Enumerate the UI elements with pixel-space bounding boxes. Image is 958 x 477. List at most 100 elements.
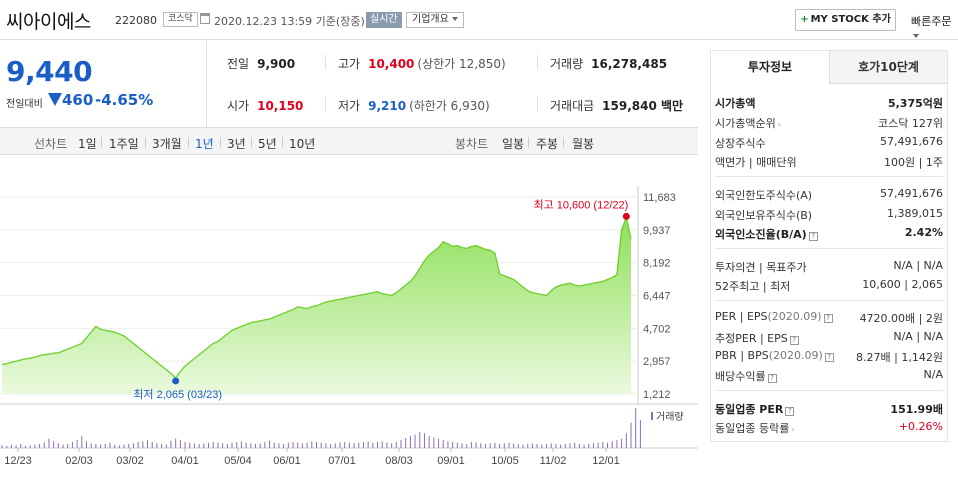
volume-bar <box>611 441 613 448</box>
volume-bar <box>76 440 78 448</box>
volume-bar <box>306 442 308 448</box>
volume-bar <box>433 437 435 448</box>
tab-daily[interactable]: 일봉 <box>502 137 525 151</box>
volume-bar <box>569 443 571 448</box>
min-label: 최저 2,065 (03/23) <box>133 388 222 401</box>
chevron-down-icon <box>451 17 458 21</box>
volume-bar <box>325 443 327 448</box>
tab-5y[interactable]: 5년 <box>258 137 277 151</box>
stock-header: 씨아이에스 222080 코스닥 2020.12.23 13:59 기준(장중)… <box>0 0 958 40</box>
volume-bar <box>15 445 17 448</box>
tab-3m[interactable]: 3개월 <box>152 137 182 151</box>
volume-bar <box>475 442 477 448</box>
volume-bar <box>550 443 552 448</box>
row-industry-rate[interactable]: 동일업종 등락률 › +0.26% <box>715 418 943 436</box>
x-tick-label: 06/01 <box>273 455 301 467</box>
help-icon[interactable]: ? <box>789 336 799 345</box>
tab-investment-info[interactable]: 투자정보 <box>711 51 830 84</box>
divider <box>537 97 538 111</box>
volume-bar <box>555 444 557 448</box>
volume-bar <box>541 444 543 448</box>
tab-3y[interactable]: 3년 <box>227 137 246 151</box>
volume-bar <box>588 444 590 448</box>
value: 2원 <box>925 312 943 325</box>
y-tick-label: 11,683 <box>643 192 676 204</box>
volume-bar <box>419 432 421 448</box>
volume-bar <box>625 433 627 448</box>
tab-1d[interactable]: 1일 <box>78 137 97 151</box>
chart-period-tabs: 선차트 1일 1주일 3개월 1년 3년 5년 10년 봉차트 일봉 주봉 월봉 <box>0 127 698 155</box>
volume-bar <box>339 442 341 448</box>
help-icon[interactable]: ? <box>767 374 777 383</box>
label: 상장주식수 <box>715 137 766 150</box>
stat-low: 저가 9,210 (하한가 6,930) <box>338 97 490 114</box>
x-tick-label: 12/01 <box>592 455 620 467</box>
max-label: 최고 10,600 (12/22) <box>533 198 628 211</box>
stat-high: 고가 10,400 (상한가 12,850) <box>338 55 506 72</box>
y-tick-label: 4,702 <box>643 323 671 335</box>
value: 1,142원 <box>901 351 943 364</box>
row-opinion: 투자의견 | 목표주가 N/A | N/A <box>715 259 943 274</box>
help-icon[interactable]: ? <box>808 232 818 241</box>
price-stats: 전일 9,900 고가 10,400 (상한가 12,850) 거래량 16,278,4… <box>206 41 698 127</box>
stock-code: 222080 <box>115 14 157 27</box>
row-52week: 52주최고 | 최저 10,600 | 2,065 <box>715 278 943 293</box>
volume-bar <box>283 444 285 448</box>
quick-order-label: 빠른주문 <box>911 15 952 28</box>
divider <box>325 97 326 111</box>
volume-bar <box>607 442 609 448</box>
date: (2020.09) <box>768 349 823 362</box>
volume-bar <box>212 442 214 448</box>
volume-bar <box>90 443 92 448</box>
label: BPS <box>747 349 769 362</box>
volume-bar <box>466 444 468 448</box>
volume-bar <box>470 442 472 448</box>
quote-datetime: 2020.12.23 13:59 기준(장중) <box>214 15 365 28</box>
x-tick-label: 12/23 <box>4 455 32 467</box>
realtime-badge[interactable]: 실시간 <box>366 12 402 28</box>
volume-bar <box>564 444 566 448</box>
tab-10y[interactable]: 10년 <box>289 137 316 151</box>
volume-bar <box>447 441 449 448</box>
volume-bar <box>198 444 200 448</box>
label: 52주최고 <box>715 280 760 293</box>
quick-order-dropdown[interactable]: 빠른주문 <box>911 13 958 42</box>
volume-bar <box>128 444 130 448</box>
volume-bar <box>353 443 355 448</box>
tab-weekly[interactable]: 주봉 <box>536 137 559 151</box>
help-icon[interactable]: ? <box>823 314 833 323</box>
divider <box>101 137 102 148</box>
stat-sub: (하한가 6,930) <box>409 99 490 113</box>
volume-bar <box>1 445 3 448</box>
volume-bar <box>461 443 463 448</box>
investment-info-panel: 투자정보 호가10단계 시가총액 5,375억원 시가총액순위 › 코스닥 127위 … <box>710 50 948 442</box>
help-icon[interactable]: ? <box>824 353 834 362</box>
row-market-cap-rank[interactable]: 시가총액순위 › 코스닥 127위 <box>715 113 943 131</box>
add-mystock-button[interactable]: + MY STOCK 추가 <box>795 9 896 31</box>
value: N/A <box>893 259 913 272</box>
price-chart-svg: 11,683 9,937 8,192 6,447 4,702 2,957 1,212 최고 1… <box>0 186 698 467</box>
volume-bar <box>34 444 36 448</box>
date: (2020.09) <box>767 310 822 323</box>
tab-1y[interactable]: 1년 <box>195 137 214 151</box>
volume-bar <box>269 440 271 448</box>
volume-bar <box>334 443 336 448</box>
volume-bar <box>217 442 219 448</box>
value: 100원 <box>884 156 916 169</box>
volume-bar <box>20 444 22 448</box>
stat-value: 9,900 <box>257 57 296 71</box>
divider <box>715 390 943 391</box>
volume-bar <box>254 444 256 448</box>
label: 동일업종 등락률 <box>715 422 790 435</box>
down-arrow-icon <box>48 93 62 106</box>
tab-1w[interactable]: 1주일 <box>109 137 139 151</box>
x-tick-label: 03/02 <box>116 455 144 467</box>
tab-monthly[interactable]: 월봉 <box>572 137 595 151</box>
corp-info-dropdown[interactable]: 기업개요 <box>406 12 464 28</box>
y-tick-label: 6,447 <box>643 291 671 303</box>
tab-order-book[interactable]: 호가10단계 <box>830 51 947 84</box>
volume-bar <box>273 442 275 448</box>
stat-label: 시가 <box>227 99 250 113</box>
help-icon[interactable]: ? <box>785 407 795 416</box>
divider <box>251 137 252 148</box>
